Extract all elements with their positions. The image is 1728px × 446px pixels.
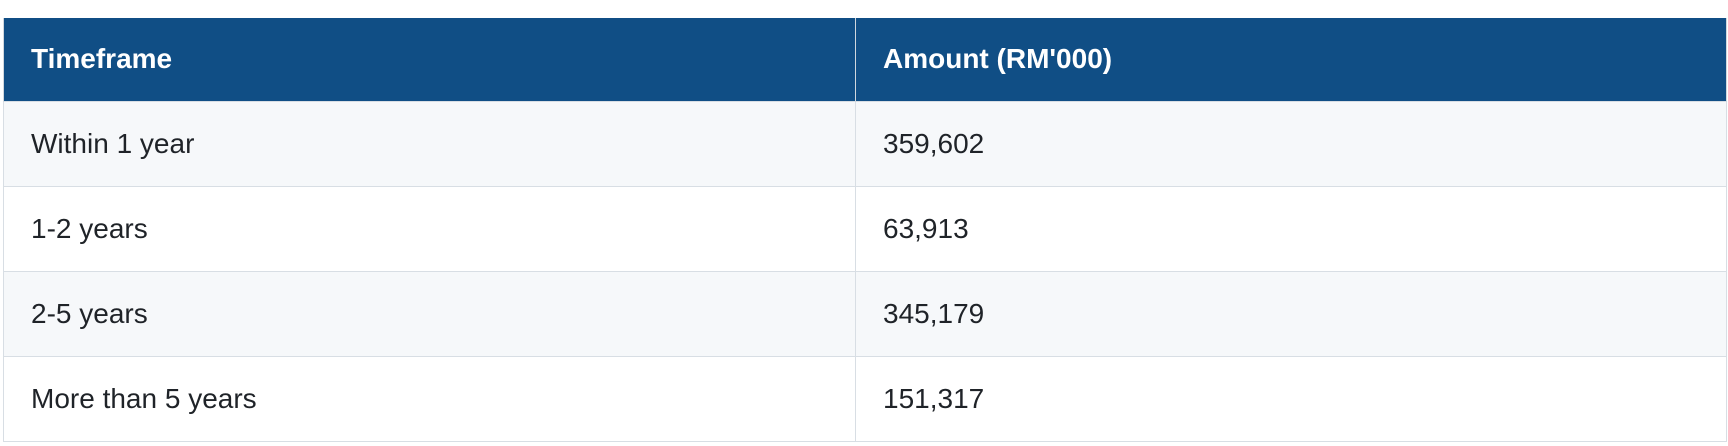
cell-amount: 345,179 (855, 270, 1727, 357)
cell-amount: 63,913 (855, 185, 1727, 272)
header-amount: Amount (RM'000) (855, 18, 1727, 101)
table-row: More than 5 years 151,317 (3, 355, 1727, 442)
cell-timeframe: 2-5 years (3, 270, 856, 357)
cell-timeframe: 1-2 years (3, 185, 856, 272)
cell-timeframe: Within 1 year (3, 100, 856, 187)
cell-amount: 151,317 (855, 355, 1727, 442)
table-row: 1-2 years 63,913 (3, 185, 1727, 272)
header-timeframe: Timeframe (3, 18, 856, 101)
table-header-row: Timeframe Amount (RM'000) (3, 18, 1727, 101)
cell-amount: 359,602 (855, 100, 1727, 187)
table-row: Within 1 year 359,602 (3, 100, 1727, 187)
maturity-table: Timeframe Amount (RM'000) Within 1 year … (3, 18, 1727, 442)
cell-timeframe: More than 5 years (3, 355, 856, 442)
data-table-container: Timeframe Amount (RM'000) Within 1 year … (3, 18, 1727, 442)
table-row: 2-5 years 345,179 (3, 270, 1727, 357)
